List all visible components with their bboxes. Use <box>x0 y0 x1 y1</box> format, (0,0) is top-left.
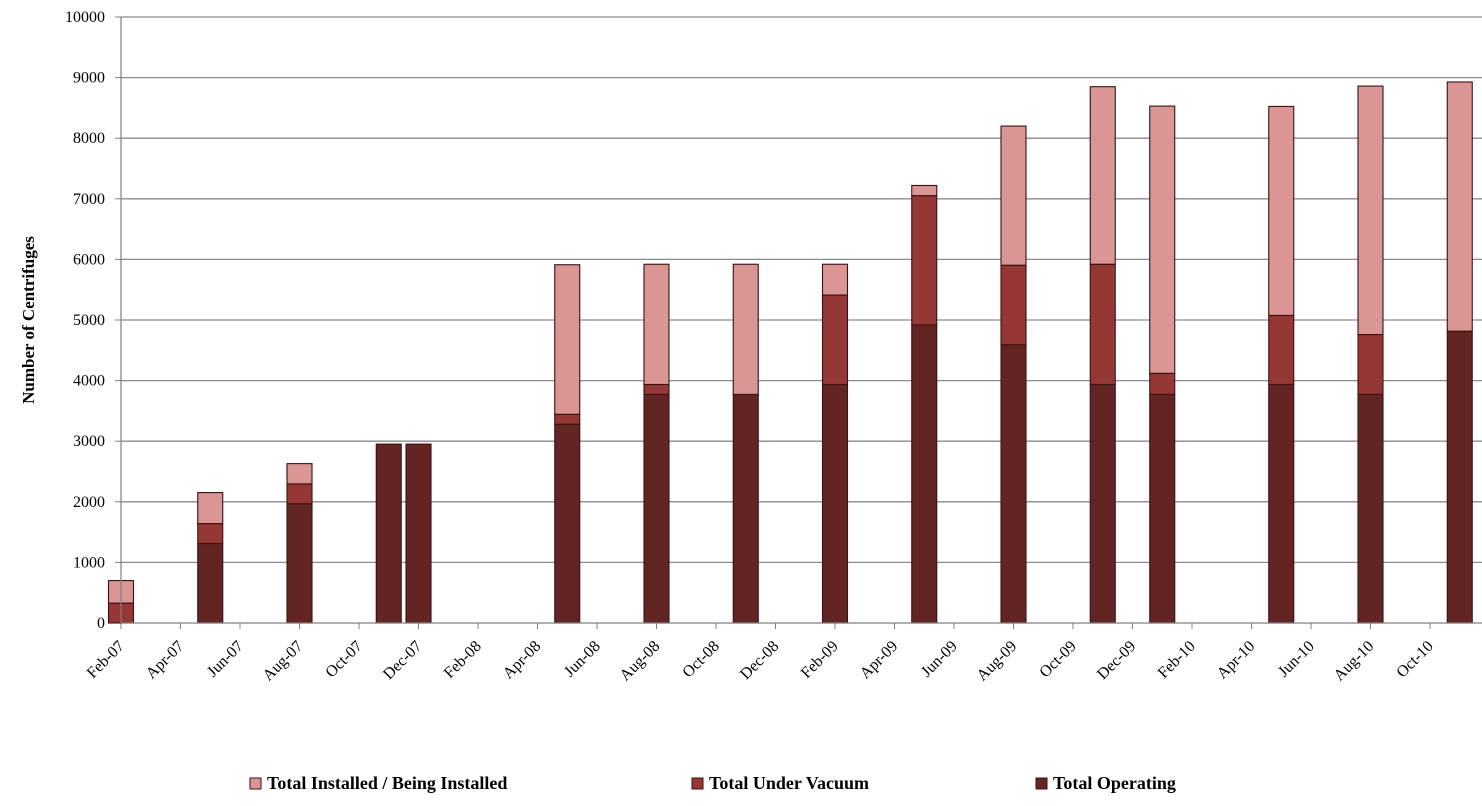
legend-swatch <box>249 777 262 790</box>
bar-segment <box>1089 263 1116 386</box>
x-tick-label: Apr-10 <box>1214 638 1258 682</box>
bar-segment <box>1149 393 1176 624</box>
x-tick-label: Jun-10 <box>1275 638 1318 681</box>
x-tick-label: Oct-10 <box>1393 638 1436 681</box>
y-axis-title: Number of Centrifuges <box>19 236 38 404</box>
bar-segment <box>286 503 313 624</box>
y-tick-label: 10000 <box>65 9 105 26</box>
bar-segment <box>911 324 938 624</box>
bar-segment <box>643 263 670 386</box>
bar-segment <box>1089 383 1116 624</box>
bar-segment <box>554 264 581 415</box>
y-tick-labels: 0 1000 2000 3000 4000 5000 6000 7000 8000 9000 100… <box>65 9 105 632</box>
x-tick-label: Dec-08 <box>737 638 782 683</box>
bar-segment <box>732 393 759 624</box>
bar-segment <box>1357 393 1384 624</box>
bar-segment <box>286 483 313 505</box>
legend-label: Total Under Vacuum <box>709 773 869 793</box>
x-tick-label: Dec-07 <box>380 638 425 683</box>
bar-segment <box>197 492 224 525</box>
bar-segment <box>643 383 670 395</box>
bar-segment <box>911 195 938 326</box>
y-tick-label: 4000 <box>73 373 105 390</box>
y-tick-label: 7000 <box>73 191 105 208</box>
y-tick-label: 5000 <box>73 312 105 329</box>
y-tick-label: 3000 <box>73 433 105 450</box>
bar-segment <box>1089 86 1116 265</box>
bar-segment <box>554 423 581 624</box>
legend-swatch <box>1035 777 1048 790</box>
bar-segment <box>1000 344 1027 624</box>
y-tick-label: 2000 <box>73 494 105 511</box>
x-tick-label: Oct-08 <box>679 638 722 681</box>
bars <box>107 81 1473 624</box>
x-tick-label: Feb-09 <box>798 638 842 682</box>
bar-segment <box>1268 314 1295 386</box>
bar-segment <box>732 263 759 395</box>
bar-segment <box>375 443 402 624</box>
x-tick-label: Oct-07 <box>322 638 365 681</box>
x-tick-label: Aug-08 <box>617 638 664 685</box>
x-tick-label: Aug-09 <box>974 638 1021 685</box>
y-tick-label: 8000 <box>73 130 105 147</box>
bar-segment <box>1268 383 1295 624</box>
y-tick-label: 9000 <box>73 70 105 87</box>
bar-segment <box>286 463 313 485</box>
bar-segment <box>1357 333 1384 395</box>
bar-segment <box>405 443 432 624</box>
bar-segment <box>197 542 224 624</box>
bar-segment <box>197 523 224 545</box>
x-tick-label: Jun-09 <box>918 638 961 681</box>
x-tick-label: Oct-09 <box>1036 638 1079 681</box>
x-tick-label: Jun-07 <box>204 638 247 681</box>
x-tick-label: Aug-07 <box>260 638 307 685</box>
x-tick-labels: Feb-07 Apr-07 Jun-07 Aug-07 Oct-07 Dec-07 Feb-… <box>84 638 1437 685</box>
x-tick-label: Jun-08 <box>561 638 604 681</box>
x-tick-label: Apr-07 <box>143 638 187 682</box>
bar-segment <box>1000 264 1027 346</box>
legend: Total Installed / Being Installed Total U… <box>249 773 1176 793</box>
bar-segment <box>1357 85 1384 336</box>
x-tick-label: Apr-09 <box>857 638 901 682</box>
bar-segment <box>1268 105 1295 316</box>
bar-segment <box>643 393 670 624</box>
bar-segment <box>821 383 849 624</box>
x-tick-label: Aug-10 <box>1331 638 1378 685</box>
bar-segment <box>821 263 849 296</box>
bar-segment <box>821 294 849 386</box>
bar-segment <box>1446 81 1473 332</box>
bar-segment <box>911 184 938 197</box>
bar-segment <box>1149 105 1176 374</box>
x-tick-label: Apr-08 <box>500 638 544 682</box>
bar-segment <box>1149 372 1176 395</box>
y-tick-label: 0 <box>97 615 105 632</box>
x-tick-label: Dec-09 <box>1094 638 1139 683</box>
x-tick-label: Feb-08 <box>441 638 485 682</box>
bar-segment <box>1446 330 1473 624</box>
legend-swatch <box>691 777 704 790</box>
legend-label: Total Installed / Being Installed <box>267 773 507 793</box>
y-tick-label: 1000 <box>73 554 105 571</box>
axes <box>120 17 1482 624</box>
legend-label: Total Operating <box>1053 773 1176 793</box>
gridlines <box>115 16 1482 629</box>
x-tick-label: Feb-10 <box>1155 638 1199 682</box>
y-tick-label: 6000 <box>73 251 105 268</box>
x-tick-label: Feb-07 <box>84 638 128 682</box>
bar-segment <box>554 413 581 425</box>
bar-segment <box>1000 125 1027 266</box>
